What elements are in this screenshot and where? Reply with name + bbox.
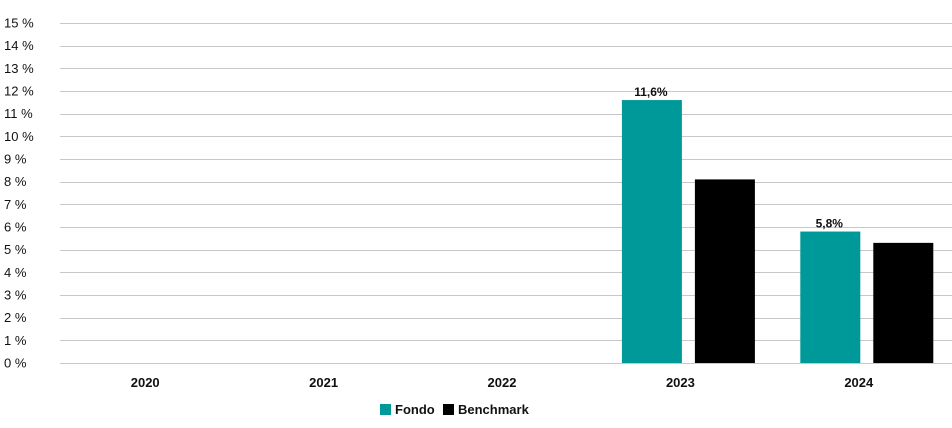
- y-tick-label: 0 %: [4, 356, 27, 371]
- bar-fondo-2024: [800, 231, 861, 363]
- bars: [621, 100, 934, 364]
- y-tick-label: 2 %: [4, 310, 27, 325]
- y-tick-label: 3 %: [4, 288, 27, 303]
- y-tick-label: 14 %: [4, 38, 34, 53]
- legend-label: Fondo: [395, 402, 435, 417]
- legend-item-benchmark[interactable]: Benchmark: [443, 402, 530, 417]
- bar-benchmark-2023: [694, 179, 755, 363]
- y-tick-label: 7 %: [4, 197, 27, 212]
- y-tick-label: 6 %: [4, 220, 27, 235]
- bar-fondo-2023: [621, 100, 682, 364]
- data-label: 11,6%: [634, 85, 668, 99]
- grid-lines: [60, 23, 952, 364]
- legend: Fondo Benchmark: [380, 402, 530, 417]
- x-axis-ticks: 2020 2021 2022 2023 2024: [131, 375, 874, 390]
- data-label: 5,8%: [816, 217, 844, 231]
- x-tick-label: 2021: [309, 375, 338, 390]
- y-tick-label: 8 %: [4, 174, 27, 189]
- legend-label: Benchmark: [458, 402, 530, 417]
- y-tick-label: 13 %: [4, 61, 34, 76]
- y-tick-label: 10 %: [4, 129, 34, 144]
- y-tick-label: 4 %: [4, 265, 27, 280]
- legend-swatch: [380, 404, 391, 415]
- y-axis-ticks: 0 % 1 % 2 % 3 % 4 % 5 % 6 % 7 % 8 % 9 % 10 % 11 % 12…: [4, 16, 34, 371]
- legend-swatch: [443, 404, 454, 415]
- y-tick-label: 15 %: [4, 16, 34, 31]
- x-tick-label: 2024: [844, 375, 874, 390]
- x-tick-label: 2023: [666, 375, 695, 390]
- y-tick-label: 9 %: [4, 152, 27, 167]
- y-tick-label: 11 %: [4, 106, 33, 121]
- y-tick-label: 5 %: [4, 242, 27, 257]
- y-tick-label: 1 %: [4, 333, 27, 348]
- x-tick-label: 2022: [488, 375, 517, 390]
- bar-benchmark-2024: [873, 242, 934, 363]
- x-tick-label: 2020: [131, 375, 160, 390]
- legend-item-fondo[interactable]: Fondo: [380, 402, 435, 417]
- data-labels: 11,6% 5,8%: [634, 85, 843, 230]
- y-tick-label: 12 %: [4, 84, 34, 99]
